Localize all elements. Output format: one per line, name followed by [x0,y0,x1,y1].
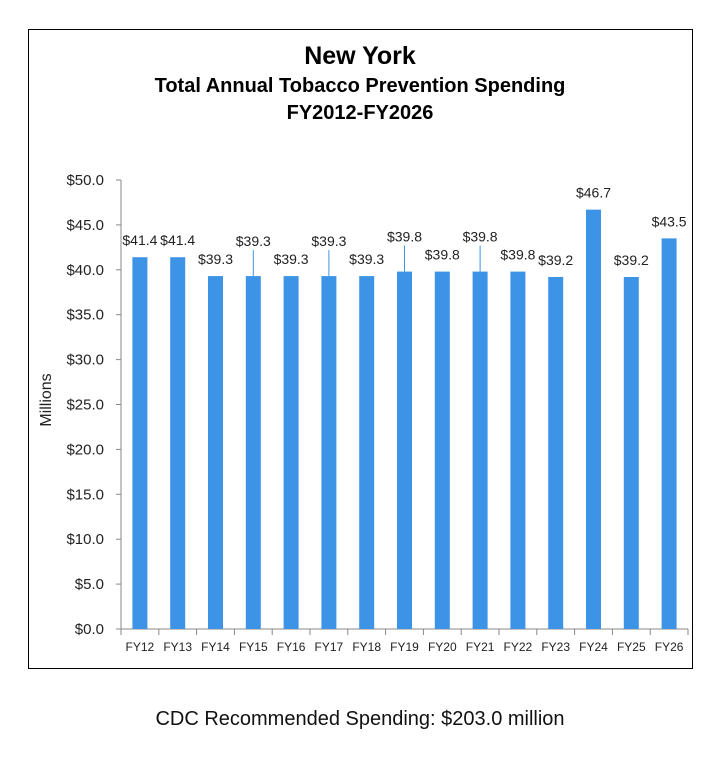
bar [170,257,186,629]
bar [548,276,564,629]
chart-title: New York [304,42,416,70]
bar [283,276,299,629]
data-label: $43.5 [652,213,687,229]
x-tick-label: FY15 [239,640,268,654]
chart-date-range: FY2012-FY2026 [286,102,434,124]
data-label: $41.4 [160,232,195,248]
bar [586,209,601,629]
bar [208,276,223,629]
x-tick-label: FY14 [201,640,230,654]
x-tick-label: FY25 [617,640,646,654]
bar [245,276,261,629]
bar [472,271,488,629]
data-label: $39.3 [274,251,309,267]
data-label: $39.3 [311,233,346,249]
data-label: $46.7 [576,185,611,201]
data-label: $39.2 [538,252,573,268]
y-tick-label: $20.0 [66,441,104,458]
data-label: $39.8 [463,229,498,245]
x-tick-label: FY13 [163,640,192,654]
data-label: $39.3 [236,233,271,249]
y-axis-title: Millions [38,373,55,426]
x-tick-label: FY22 [504,640,533,654]
y-tick-label: $15.0 [66,486,104,503]
x-tick-label: FY21 [466,640,495,654]
bar [623,276,639,629]
bar [321,276,337,629]
bar [132,257,148,629]
bar [434,271,450,629]
x-tick-label: FY19 [390,640,419,654]
y-tick-label: $35.0 [66,307,104,324]
bar [397,271,412,629]
x-tick-label: FY23 [541,640,570,654]
data-label: $39.8 [425,247,460,263]
data-label: $39.3 [349,251,384,267]
bar [510,271,526,629]
x-tick-label: FY18 [352,640,381,654]
data-label: $39.8 [500,247,535,263]
data-label: $39.8 [387,229,422,245]
bar [661,238,677,629]
y-tick-label: $30.0 [66,352,104,369]
chart-subtitle: Total Annual Tobacco Prevention Spending [154,75,566,97]
y-tick-label: $0.0 [75,621,104,638]
data-label: $39.2 [614,252,649,268]
y-tick-label: $25.0 [66,397,104,414]
x-tick-label: FY26 [655,640,684,654]
data-label: $39.3 [198,251,233,267]
x-tick-label: FY17 [315,640,344,654]
y-tick-label: $5.0 [75,576,104,593]
y-tick-label: $50.0 [66,172,104,189]
y-tick-label: $10.0 [66,531,104,548]
bar [359,276,375,629]
x-tick-label: FY16 [277,640,306,654]
x-tick-label: FY20 [428,640,457,654]
x-tick-label: FY12 [126,640,155,654]
cdc-recommended-spending-note: CDC Recommended Spending: $203.0 million [155,708,565,730]
data-label: $41.4 [122,232,157,248]
x-tick-label: FY24 [579,640,608,654]
y-tick-label: $40.0 [66,262,104,279]
y-tick-label: $45.0 [66,217,104,234]
